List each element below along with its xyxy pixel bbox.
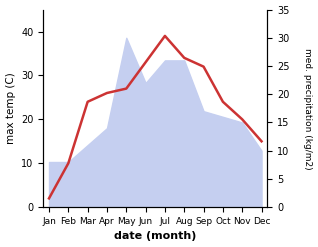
X-axis label: date (month): date (month) <box>114 231 197 242</box>
Y-axis label: max temp (C): max temp (C) <box>5 72 16 144</box>
Y-axis label: med. precipitation (kg/m2): med. precipitation (kg/m2) <box>303 48 313 169</box>
